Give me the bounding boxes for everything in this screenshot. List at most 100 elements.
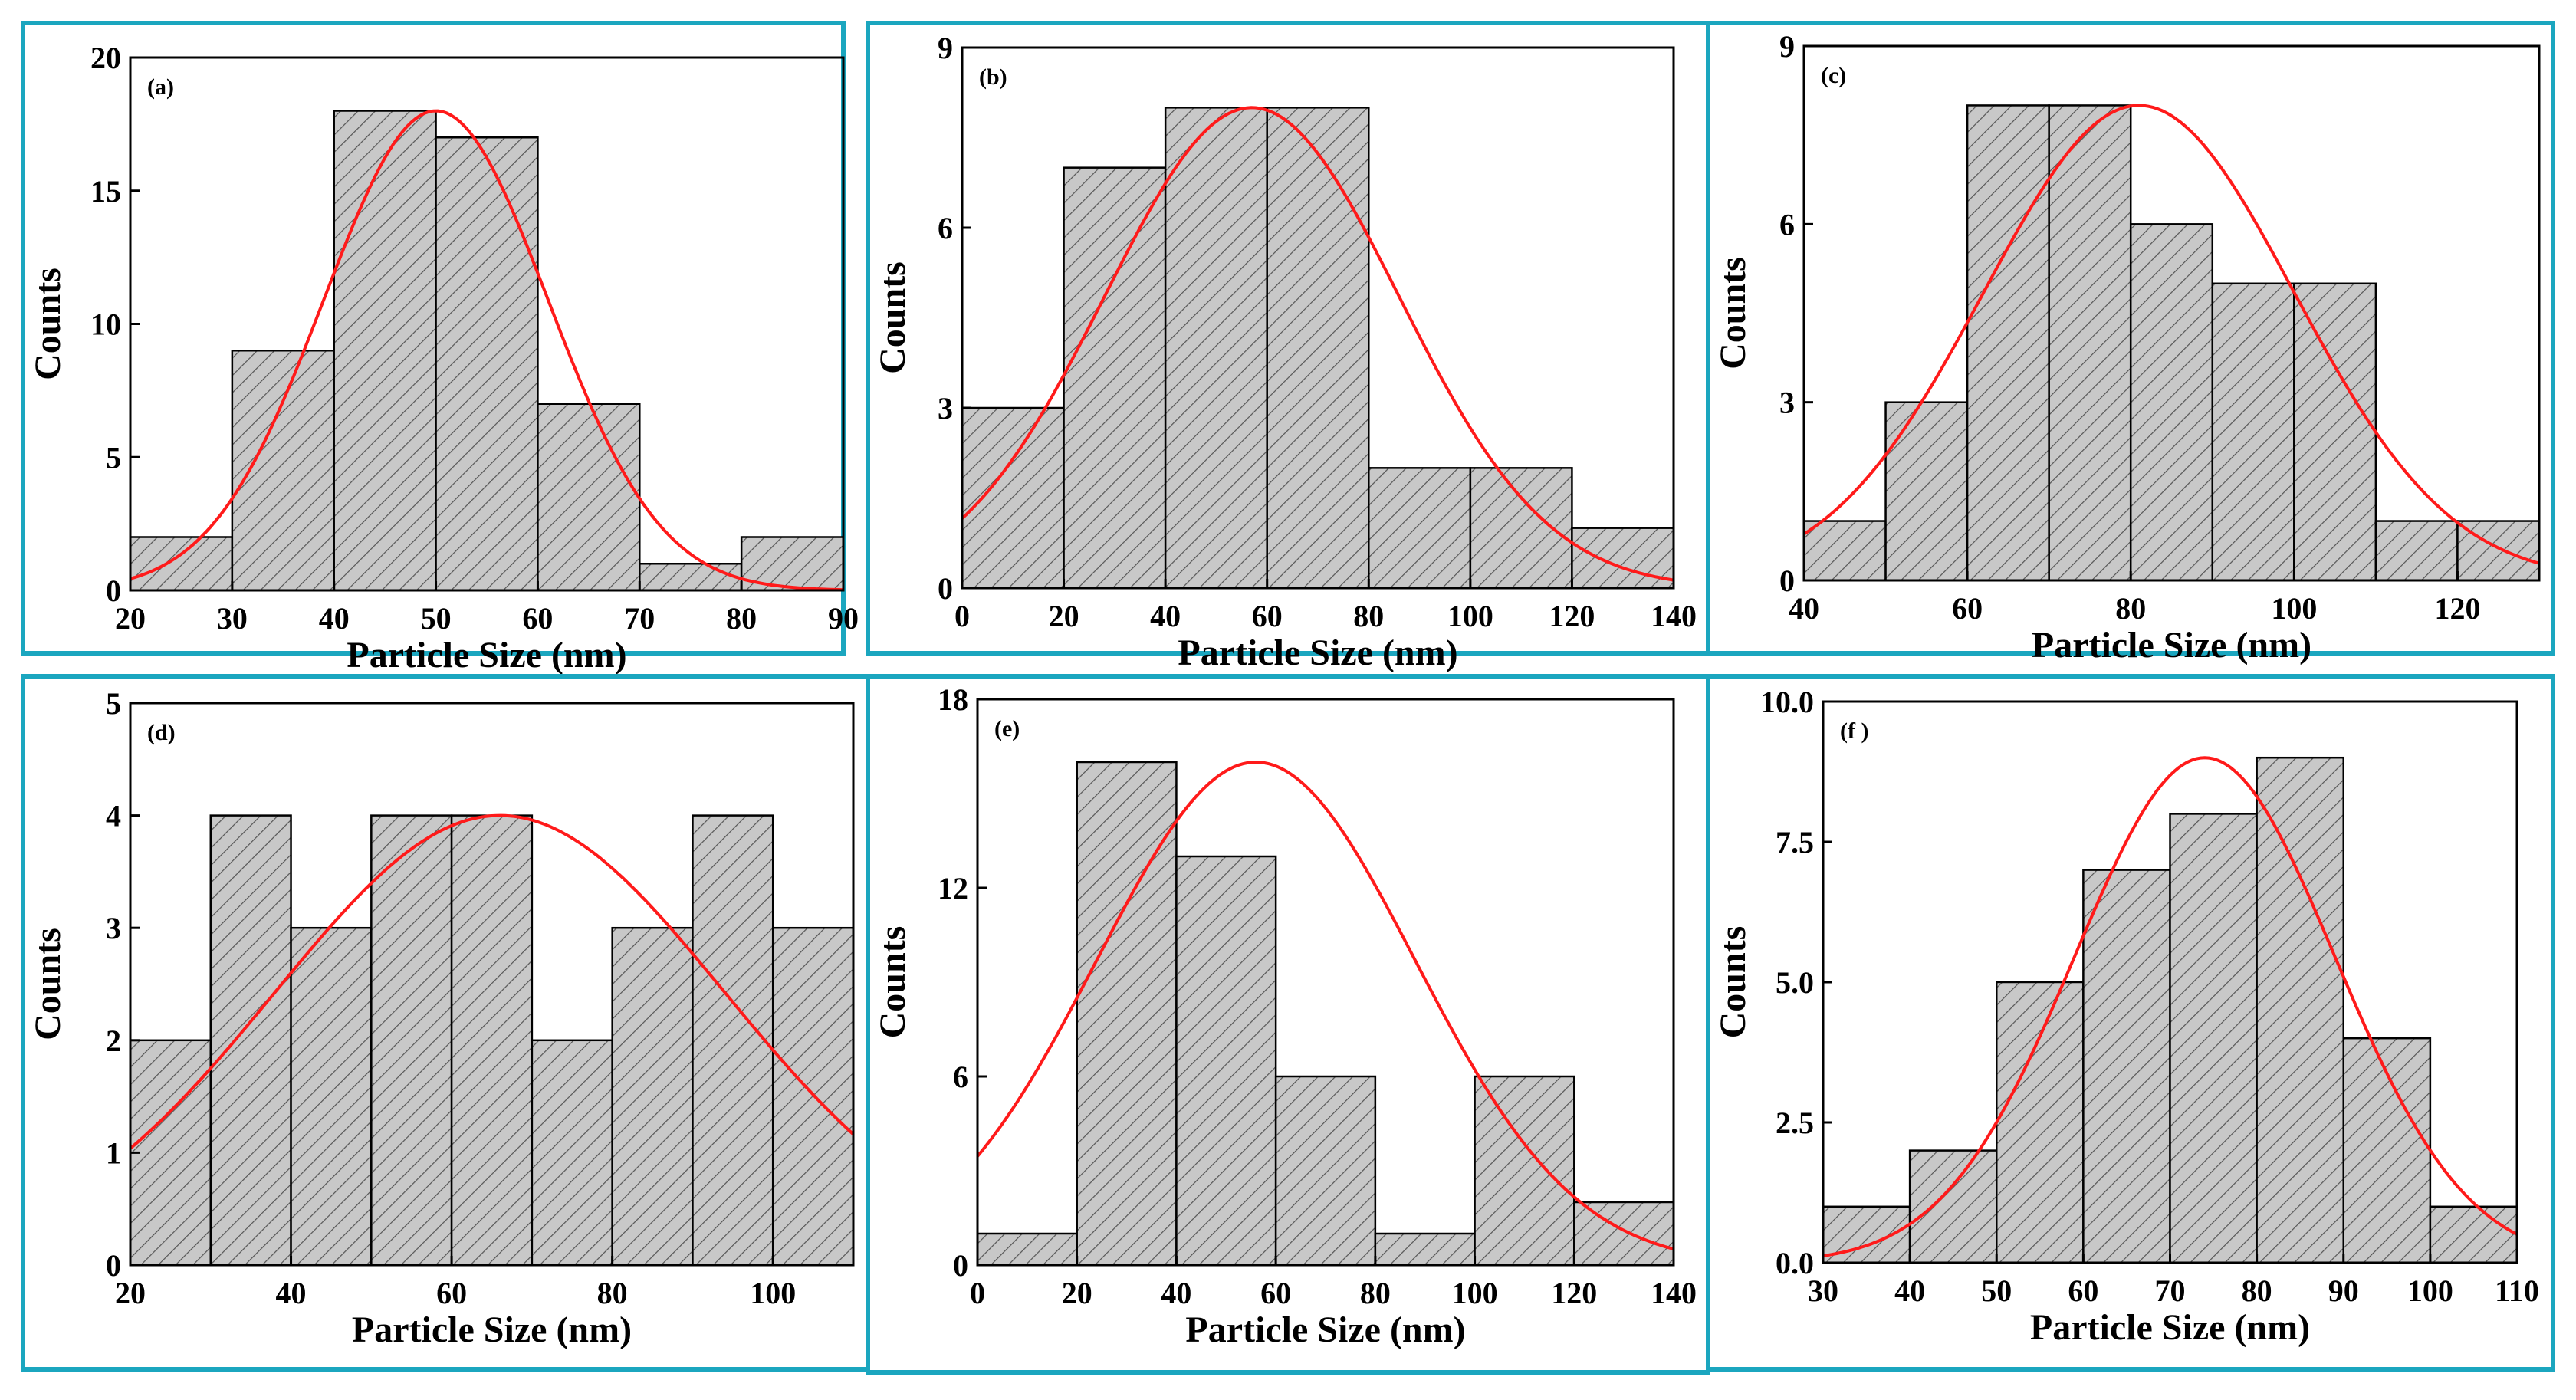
x-tick-label: 40 (1894, 1273, 1925, 1308)
histogram-bar (531, 1039, 613, 1267)
x-tick-label: 70 (624, 601, 655, 636)
panel-label: (c) (1821, 63, 1846, 88)
x-tick-label: 20 (1062, 1276, 1092, 1310)
y-tick-label: 0 (1779, 564, 1795, 598)
histogram-bar (1063, 166, 1167, 590)
histogram-bar (1996, 981, 2085, 1264)
y-tick-label: 10 (90, 307, 121, 342)
y-tick-label: 12 (938, 871, 968, 905)
histogram-bar (231, 350, 335, 592)
panel-label: (a) (147, 74, 174, 100)
x-tick-label: 40 (1161, 1276, 1191, 1310)
x-tick-label: 50 (421, 601, 452, 636)
x-tick-label: 120 (2434, 591, 2480, 626)
histogram-bar (961, 406, 1065, 590)
y-tick-label: 5.0 (1776, 965, 1814, 1000)
histogram-bar (611, 926, 694, 1267)
y-tick-label: 0 (106, 1248, 121, 1283)
panel-label: (d) (147, 720, 176, 745)
y-tick-label: 2 (106, 1024, 121, 1058)
panel-border (1706, 21, 2555, 656)
histogram-bar (976, 1232, 1078, 1267)
y-tick-label: 4 (106, 799, 121, 833)
x-tick-label: 60 (1952, 591, 1983, 626)
histogram-bar (1802, 520, 1887, 582)
histogram-bar (1266, 107, 1370, 590)
histogram-bar (129, 536, 234, 592)
y-tick-label: 0 (953, 1248, 968, 1283)
histogram-panel: 20 40 60 80 100 0 1 2 3 4 5 Particle Size (nm) Count… (21, 674, 870, 1372)
histogram-bar (2082, 869, 2171, 1264)
histogram-bar (2374, 520, 2459, 582)
x-tick-label: 100 (1447, 599, 1493, 633)
y-axis-title: Counts (28, 928, 68, 1040)
histogram-bar (1374, 1232, 1476, 1267)
y-tick-label: 7.5 (1776, 825, 1814, 859)
histogram-bar (1884, 401, 1969, 582)
x-tick-label: 20 (115, 601, 146, 636)
x-tick-label: 60 (1252, 599, 1283, 633)
x-tick-label: 60 (2068, 1273, 2098, 1308)
gaussian-fit-curve (976, 760, 1674, 1251)
x-tick-label: 120 (1551, 1276, 1597, 1310)
histogram-bar (692, 814, 774, 1267)
x-axis-title: Particle Size (nm) (2030, 1307, 2310, 1348)
y-tick-label: 6 (953, 1060, 968, 1094)
x-tick-label: 110 (2495, 1273, 2539, 1308)
histogram-bar (290, 926, 373, 1267)
x-tick-label: 40 (276, 1276, 307, 1310)
histogram-bar (1368, 467, 1472, 590)
histogram-bar (333, 110, 437, 592)
y-tick-label: 6 (938, 211, 953, 245)
panel-label: (b) (979, 64, 1007, 90)
histogram-bar (435, 136, 539, 592)
x-tick-label: 20 (1049, 599, 1079, 633)
x-tick-label: 60 (522, 601, 553, 636)
y-tick-label: 18 (938, 682, 968, 717)
histogram-panel: 0 20 40 60 80 100 120 140 0 6 12 18 Particle Size (n… (866, 674, 1710, 1375)
histogram-bar (639, 563, 743, 592)
x-tick-label: 30 (1808, 1273, 1838, 1308)
x-tick-label: 40 (1789, 591, 1819, 626)
histogram-panel: 20 30 40 50 60 70 80 90 0 5 10 15 20 Particle Size (n… (21, 21, 859, 675)
x-tick-label: 100 (1452, 1276, 1498, 1310)
y-axis-title: Counts (1713, 926, 1753, 1039)
x-tick-label: 30 (217, 601, 248, 636)
histogram-bar (2169, 813, 2258, 1264)
histogram-bar (370, 814, 453, 1267)
histogram-bar (1469, 467, 1573, 590)
plot-frame (976, 698, 1675, 1267)
y-tick-label: 0 (938, 571, 953, 606)
gaussian-fit-curve (129, 813, 855, 1150)
x-tick-label: 80 (597, 1276, 628, 1310)
gaussian-fit-curve (1822, 756, 2518, 1258)
x-tick-label: 90 (828, 601, 859, 636)
x-tick-label: 80 (726, 601, 757, 636)
histogram-bar (1571, 527, 1675, 590)
y-tick-label: 5 (106, 440, 121, 475)
y-axis-title: Counts (872, 261, 913, 374)
y-tick-label: 3 (1779, 386, 1795, 420)
x-tick-label: 0 (970, 1276, 985, 1310)
histogram-bar (2293, 282, 2377, 582)
y-tick-label: 3 (938, 391, 953, 426)
x-tick-label: 80 (1353, 599, 1384, 633)
x-tick-label: 140 (1651, 1276, 1697, 1310)
gaussian-fit-curve (130, 109, 844, 592)
gaussian-fit-curve (1802, 104, 2540, 565)
histogram-bar (450, 814, 534, 1267)
histogram-bar (2048, 104, 2132, 582)
y-tick-label: 2.5 (1776, 1106, 1814, 1140)
histogram-panel: 40 60 80 100 120 0 3 6 9 Particle Size (nm) Counts… (1706, 21, 2555, 665)
x-tick-label: 0 (955, 599, 970, 633)
y-tick-label: 10.0 (1760, 685, 1814, 719)
histogram-bar (1076, 761, 1178, 1267)
histogram-bar (2211, 282, 2295, 582)
y-tick-label: 3 (106, 911, 121, 945)
y-tick-label: 6 (1779, 207, 1795, 242)
plot-frame (129, 702, 855, 1267)
y-tick-label: 15 (90, 174, 121, 209)
histogram-bar (1908, 1149, 1998, 1264)
plot-frame (1802, 44, 2541, 582)
